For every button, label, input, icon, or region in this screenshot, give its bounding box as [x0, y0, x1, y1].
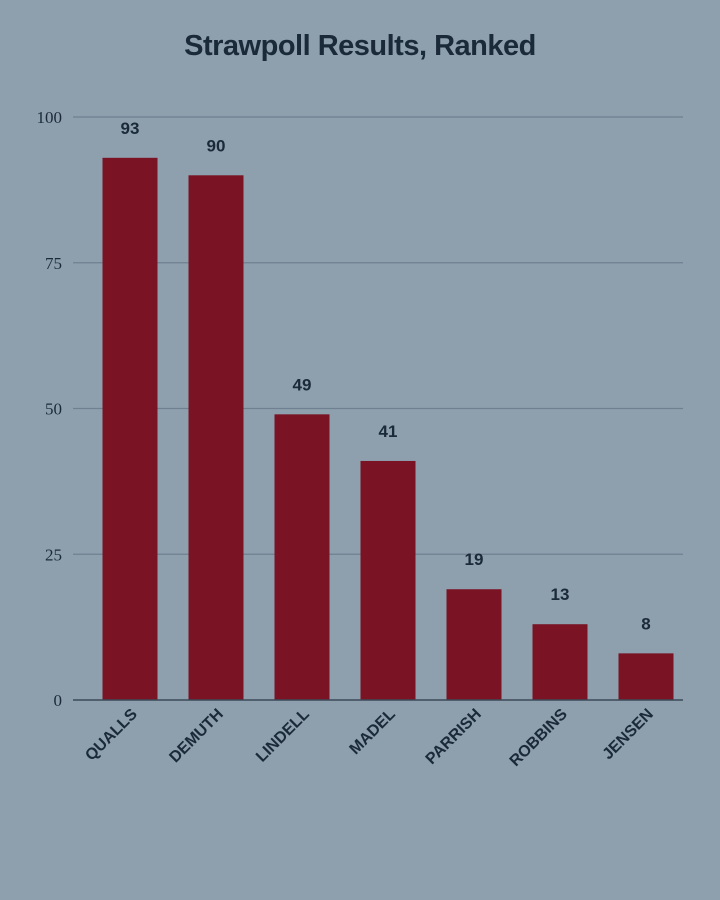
- bar-parrish: [446, 589, 502, 700]
- y-tick-label-75: 75: [45, 254, 62, 273]
- bar-jensen: [618, 653, 674, 700]
- data-label-demuth: 90: [207, 136, 226, 155]
- category-label-parrish: PARRISH: [423, 706, 485, 768]
- data-label-qualls: 93: [121, 119, 140, 138]
- bars: [102, 157, 674, 701]
- bar-lindell: [274, 414, 330, 700]
- category-label-jensen: JENSEN: [600, 706, 657, 763]
- data-label-madel: 41: [379, 422, 398, 441]
- y-tick-label-50: 50: [45, 400, 62, 419]
- y-axis-ticks: 0 25 50 75 100: [37, 108, 63, 710]
- data-label-jensen: 8: [641, 614, 650, 633]
- data-label-lindell: 49: [293, 375, 312, 394]
- data-label-parrish: 19: [465, 550, 484, 569]
- gridlines: [73, 116, 683, 555]
- data-labels: 93 90 49 41 19 13 8: [121, 119, 651, 634]
- y-tick-label-100: 100: [37, 108, 63, 127]
- bar-demuth: [188, 175, 244, 701]
- bar-madel: [360, 460, 416, 700]
- category-label-demuth: DEMUTH: [166, 706, 226, 766]
- bar-qualls: [102, 157, 158, 700]
- y-tick-label-25: 25: [45, 545, 62, 564]
- category-label-lindell: LINDELL: [253, 706, 313, 766]
- category-label-madel: MADEL: [347, 706, 399, 758]
- data-label-robbins: 13: [551, 585, 570, 604]
- y-tick-label-0: 0: [54, 691, 63, 710]
- category-label-qualls: QUALLS: [82, 706, 141, 765]
- category-label-robbins: ROBBINS: [507, 706, 571, 770]
- x-axis-categories: QUALLS DEMUTH LINDELL MADEL PARRISH ROBBINS JE…: [82, 706, 657, 770]
- chart-title: Strawpoll Results, Ranked: [184, 30, 536, 62]
- bar-robbins: [532, 624, 588, 700]
